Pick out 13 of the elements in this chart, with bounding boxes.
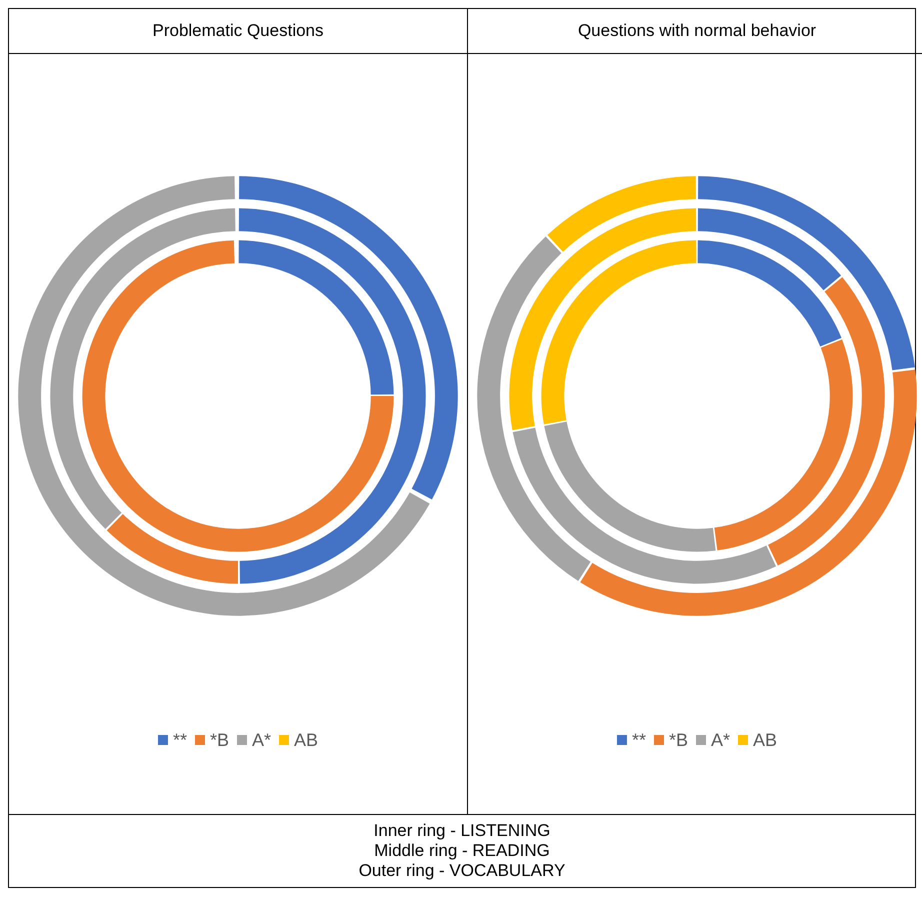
legend-label: AB (753, 730, 778, 750)
chart-title: Problematic Questions (9, 9, 467, 54)
text: Middle ring - READING (373, 841, 551, 861)
legend-label: A* (252, 730, 272, 750)
text: Outer ring - VOCABULARY (358, 861, 566, 881)
legend-label: AB (294, 730, 318, 750)
legend-label: ** (632, 730, 646, 750)
legend-label: A* (711, 730, 730, 750)
chart-title: Questions with normal behavior (468, 9, 922, 54)
legend-label: ** (172, 730, 187, 750)
legend-label: *B (210, 730, 230, 750)
text: Inner ring - LISTENING (372, 821, 552, 841)
legend-label: *B (668, 730, 688, 750)
